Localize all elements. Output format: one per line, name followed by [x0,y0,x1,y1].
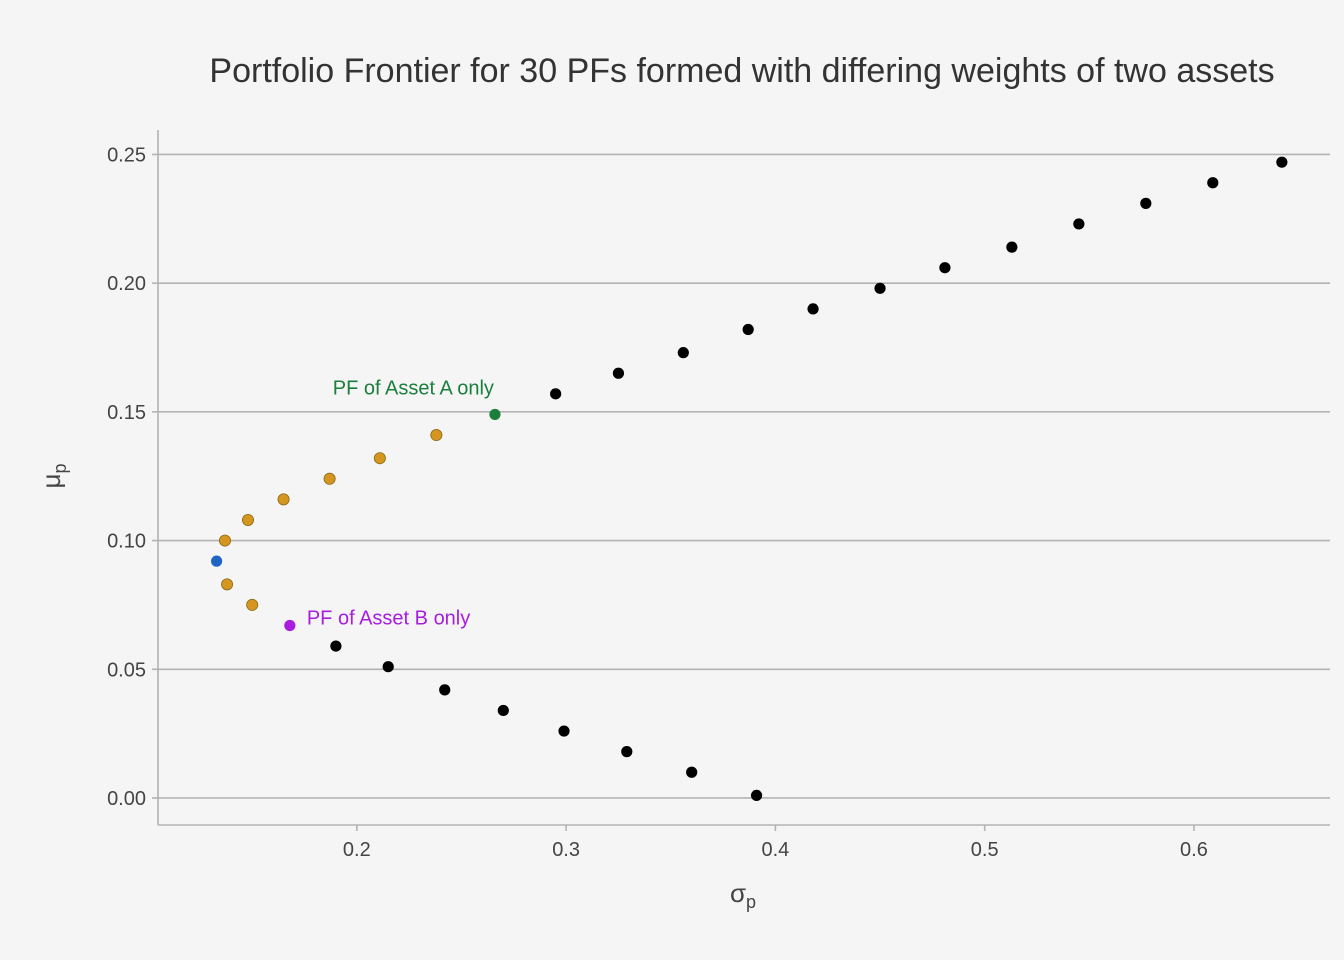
chart-title: Portfolio Frontier for 30 PFs formed wit… [209,52,1274,90]
x-tick-label: 0.5 [971,839,999,861]
y-axis-title: μp [36,464,70,489]
y-axis-title-main: μ [36,474,66,489]
data-point-default [558,725,570,737]
gridlines [158,153,1330,799]
data-point-default [439,684,451,696]
annotation-asset-b: PF of Asset B only [307,608,470,630]
y-tick-label: 0.15 [107,402,146,424]
x-tick-label: 0.6 [1180,839,1208,861]
data-point-between [277,493,290,506]
annotation-asset-a: PF of Asset A only [333,377,494,399]
data-point-default [939,262,951,274]
data-point-between [323,472,336,485]
data-point-default [1073,218,1085,230]
data-point-default [677,347,689,359]
y-tick-label: 0.05 [107,659,146,681]
y-tick-label: 0.10 [107,531,146,553]
data-point-default [550,388,562,400]
x-axis-title-sub: p [746,892,756,912]
data-point-between [221,578,234,591]
data-point-default [874,282,886,294]
data-point-between [373,452,386,465]
y-tick-label: 0.25 [107,144,146,166]
data-points [211,156,1288,801]
y-axis-title-sub: p [50,464,70,474]
data-point-default [1276,156,1288,168]
axes [157,130,1330,826]
data-point-default [807,303,819,315]
data-point-min-variance [211,555,223,567]
data-point-asset-a [489,408,501,421]
data-point-default [1140,197,1152,209]
x-tick-label: 0.2 [343,839,371,861]
data-point-between [246,598,259,611]
data-point-asset-b [284,619,296,632]
data-point-default [1207,177,1219,189]
x-tick-label: 0.3 [552,839,580,861]
data-point-between [241,513,254,526]
data-point-default [621,746,633,758]
x-tick-label: 0.4 [761,839,789,861]
y-tick-label: 0.20 [107,273,146,295]
data-point-default [330,640,342,652]
tick-labels: 0.00 0.05 0.10 0.15 0.20 0.25 0.2 0.3 0.4 0.5 0.6 [107,144,1208,861]
data-point-default [612,367,625,379]
annotations: PF of Asset A only PF of Asset B only [307,377,494,629]
data-point-between [430,429,443,442]
x-axis-title-main: σ [730,878,746,908]
data-point-default [497,704,509,717]
data-point-default [686,766,698,778]
data-point-between [218,534,231,547]
data-point-default [382,661,394,673]
x-axis-title: σp [730,878,756,912]
y-tick-label: 0.00 [107,788,146,810]
data-point-default [750,789,763,801]
data-point-default [1006,241,1018,253]
data-point-default [742,323,754,336]
